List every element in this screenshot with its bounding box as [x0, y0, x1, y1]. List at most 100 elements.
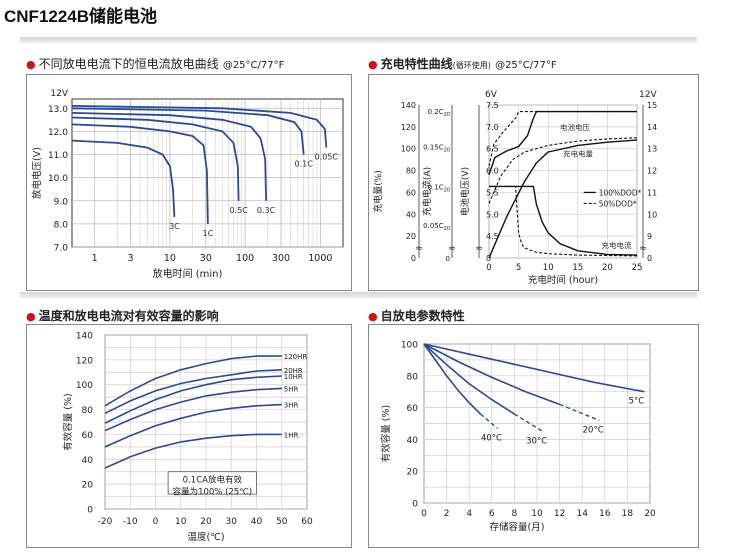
section-title-temperature: ● 温度和放电电流对有效容量的影响: [26, 307, 219, 324]
charge-chart-panel: 0 5 10 15 20 25 充电时间 (hour) 140 120 100 80 60 40 20 0 充…: [368, 74, 699, 291]
x-tick-label: -10: [123, 517, 138, 527]
y-tick-label: 20: [407, 468, 419, 478]
annotation-label: 电池电压: [560, 122, 590, 132]
y-tick-label: 0.05C20: [423, 222, 450, 232]
self-discharge-curve-dashed: [480, 413, 498, 429]
y-axis-label: 有效容量 (%): [380, 405, 392, 462]
capacity-curve-3HR: [104, 403, 282, 448]
axis-top-label: 6V: [485, 90, 498, 100]
self-discharge-chart-panel: 0 2 4 6 8 10 12 14 16 18 20 100 80 60 40 20 0 存储容量(月) 有效容量…: [368, 324, 699, 548]
x-tick-label: 14: [576, 509, 588, 519]
y-tick-label: 140: [76, 332, 93, 342]
capacity-curve-5HR: [104, 387, 282, 432]
x-axis-label: 温度(℃): [187, 531, 224, 543]
y-tick-label: 10.0: [48, 174, 68, 184]
x-tick-label: -20: [98, 517, 113, 527]
x-tick-label: 8: [512, 509, 518, 519]
series-label: 0.3C: [257, 206, 276, 215]
x-tick-label: 30: [200, 253, 212, 264]
series-label: 5°C: [629, 397, 645, 407]
charge-curve: [488, 111, 637, 167]
temperature-chart-panel: -20 -10 0 10 20 30 40 50 60 140 120 100 80 60 40 20 0 温度(…: [26, 324, 352, 548]
section-divider: [20, 292, 697, 298]
y-tick-label: 0.15C20: [423, 144, 450, 154]
tick-subscript: 20: [444, 187, 450, 193]
bullet-icon: ●: [368, 310, 378, 323]
series-label: 0.05C: [315, 153, 339, 162]
charge-curve: [489, 185, 638, 256]
header-divider: [20, 37, 697, 43]
y-tick-label: 40: [407, 436, 419, 446]
series-label: 30°C: [526, 436, 547, 446]
y-tick-label: 13.0: [48, 105, 68, 115]
x-axis-label: 充电时间 (hour): [528, 274, 598, 286]
discharge-curve-0.3C: [71, 112, 267, 201]
series-label: 5HR: [284, 385, 299, 393]
section-title-charge: ● 充电特性曲线(循环使用) @25°C/77°F: [368, 55, 557, 72]
y-tick-label: 0: [446, 255, 450, 263]
y-tick-label: 0: [412, 500, 418, 510]
x-tick-label: 15: [572, 263, 583, 273]
y-tick-label: 0: [486, 254, 491, 263]
discharge-curve-0.05C: [71, 105, 328, 148]
x-tick-label: 6: [489, 509, 495, 519]
x-tick-label: 10: [164, 253, 176, 264]
bullet-icon: ●: [26, 58, 36, 71]
section-title-discharge: ● 不同放电电流下的恒电流放电曲线 @25°C/77°F: [26, 55, 284, 72]
y-tick-label: 11.0: [48, 151, 68, 161]
capacity-curve-20HR: [104, 369, 282, 415]
section-title-text: 不同放电电流下的恒电流放电曲线: [38, 57, 219, 71]
x-tick-label: 1000: [308, 253, 332, 264]
y-tick-label: 14: [647, 123, 657, 132]
plot-area: [488, 104, 638, 259]
y-tick-label: 0.2C20: [428, 108, 450, 118]
y-tick-label: 40: [406, 210, 416, 219]
y-axis-label: 充电电流(A): [421, 167, 433, 216]
series-label: 1HR: [284, 431, 299, 439]
y-tick-label: 6.0: [486, 167, 499, 176]
y-tick-label: 13: [647, 145, 657, 154]
legend-label: 100%DOD*: [599, 188, 642, 197]
y-tick-label: 40: [82, 456, 94, 466]
series-label: 20HR: [284, 367, 303, 375]
series-label: 3HR: [284, 402, 299, 410]
x-tick-label: 100: [236, 253, 254, 264]
y-tick-label: 80: [406, 167, 416, 176]
note-box: [167, 471, 257, 495]
y-tick-label: 7.0: [486, 123, 499, 132]
temperature-chart: -20 -10 0 10 20 30 40 50 60 140 120 100 80 60 40 20 0 温度(…: [62, 332, 313, 544]
discharge-chart-panel: 1 3 10 30 100 300 1000 13.0 12.0 11.0 10.0 9.0 8.0 7.…: [26, 74, 352, 291]
charge-curve: [488, 110, 637, 176]
x-tick-label: 40: [251, 517, 263, 527]
y-tick-label: 120: [401, 123, 416, 132]
series-label: 3C: [169, 222, 180, 231]
x-tick-label: 2: [444, 509, 450, 519]
x-axis-label: 存储容量(月): [490, 521, 545, 533]
legend-label: 50%DOD*: [599, 199, 637, 208]
y-tick-label: 60: [406, 188, 416, 197]
note-text: 0.1CA放电有效: [183, 475, 243, 486]
x-tick-label: 3: [128, 253, 134, 264]
series-label: 0.1C: [295, 160, 314, 169]
y-tick-label: 100: [76, 381, 93, 391]
x-tick-label: 4: [466, 509, 472, 519]
y-tick-label: 140: [401, 101, 416, 110]
axis-break-mark: ≈: [415, 244, 423, 254]
x-tick-label: 12: [554, 509, 565, 519]
series-label: 0.5C: [229, 206, 248, 215]
series-label: 20°C: [583, 425, 604, 435]
series-label: 120HR: [284, 353, 308, 361]
x-tick-label: 0: [486, 263, 491, 273]
section-title-self-discharge: ● 自放电参数特性: [368, 307, 465, 324]
x-tick-label: 10: [531, 509, 543, 519]
x-tick-label: 18: [622, 509, 634, 519]
y-axis-label: 电池电压(V): [459, 167, 471, 216]
charge-curve: [489, 185, 638, 257]
axis-break-mark: ≈: [475, 244, 483, 254]
self-discharge-curve-5°C: [423, 343, 645, 393]
tick-subscript: 20: [444, 112, 450, 118]
y-tick-label: 60: [82, 431, 94, 441]
annotation-label: 充电电流: [601, 240, 631, 250]
y-tick-label: 8.0: [54, 220, 69, 230]
y-tick-label: 20: [82, 481, 94, 491]
